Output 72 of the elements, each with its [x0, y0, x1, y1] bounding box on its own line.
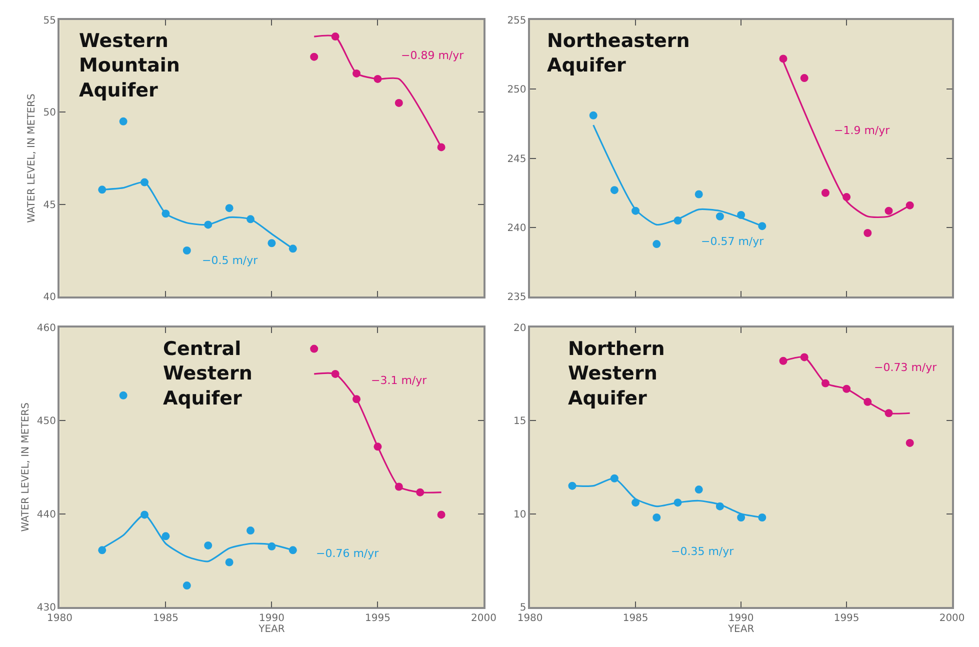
y-tick-label: 50	[43, 108, 56, 119]
text: Western Mountain Aquifer	[79, 30, 180, 102]
point	[204, 541, 212, 550]
point	[162, 532, 170, 540]
point	[716, 212, 724, 220]
point	[182, 582, 191, 590]
point	[652, 514, 661, 522]
y-tick-label: 55	[43, 15, 56, 26]
text: Northeastern Aquifer	[547, 30, 690, 77]
x-tick-label: 1990	[728, 612, 754, 624]
point	[119, 391, 128, 400]
x-tick-label: 1995	[364, 612, 390, 624]
point	[225, 204, 234, 212]
x-tick-label: 1990	[258, 612, 284, 624]
point	[906, 438, 914, 447]
y-tick-label: 5	[520, 602, 526, 614]
point	[182, 246, 191, 255]
y-tick-label: 245	[507, 154, 526, 165]
point	[225, 558, 234, 566]
point	[246, 526, 255, 535]
y-tick-label: 10	[514, 509, 526, 520]
y-tick-label: 440	[36, 509, 56, 520]
y-tick-label: 430	[36, 602, 56, 614]
x-axis-title: YEAR	[726, 624, 754, 635]
text: Central Western Aquifer	[163, 338, 252, 410]
x-tick-label: 1985	[622, 612, 648, 624]
point	[437, 510, 446, 519]
point	[268, 239, 276, 248]
y-tick-label: 460	[36, 322, 56, 334]
x-tick-label: 1980	[46, 612, 72, 624]
point	[610, 186, 618, 194]
point	[119, 117, 128, 126]
y-tick-label: 255	[507, 15, 526, 26]
annotation: −3.1 m/yr	[371, 374, 428, 387]
text: Northern Western Aquifer	[568, 338, 665, 410]
x-tick-label: 1995	[834, 612, 860, 624]
y-axis-title: WATER LEVEL, IN METERS	[26, 94, 38, 223]
annotation: −1.9 m/yr	[834, 124, 890, 137]
point	[821, 188, 830, 197]
point	[779, 54, 788, 63]
point	[864, 228, 872, 237]
point	[652, 240, 661, 248]
point	[694, 190, 703, 198]
annotation: −0.35 m/yr	[671, 545, 734, 558]
y-tick-label: 450	[36, 416, 56, 428]
x-tick-label: 2000	[470, 612, 496, 624]
annotation: −0.76 m/yr	[316, 547, 380, 560]
point	[310, 344, 318, 353]
y-tick-label: 240	[507, 222, 526, 234]
annotation: −0.5 m/yr	[202, 254, 258, 267]
y-tick-label: 250	[507, 84, 526, 96]
point	[800, 74, 808, 82]
point	[394, 98, 403, 107]
point	[98, 546, 106, 554]
point	[310, 52, 318, 61]
x-tick-label: 2000	[939, 612, 965, 624]
x-tick-label: 1985	[152, 612, 178, 624]
annotation: −0.73 m/yr	[874, 361, 938, 374]
y-tick-label: 40	[43, 292, 56, 304]
annotation: −0.57 m/yr	[701, 235, 764, 248]
point	[589, 111, 598, 120]
x-axis-title: YEAR	[258, 624, 285, 635]
y-tick-label: 20	[514, 322, 526, 334]
y-axis-title: WATER LEVEL, IN METERS	[20, 402, 32, 532]
y-tick-label: 45	[43, 200, 56, 211]
point	[737, 514, 746, 522]
y-tick-label: 235	[507, 292, 526, 304]
x-tick-label: 1980	[517, 612, 543, 624]
y-tick-label: 15	[514, 416, 526, 428]
annotation: −0.89 m/yr	[401, 49, 464, 62]
point	[884, 206, 893, 215]
point	[694, 486, 703, 494]
